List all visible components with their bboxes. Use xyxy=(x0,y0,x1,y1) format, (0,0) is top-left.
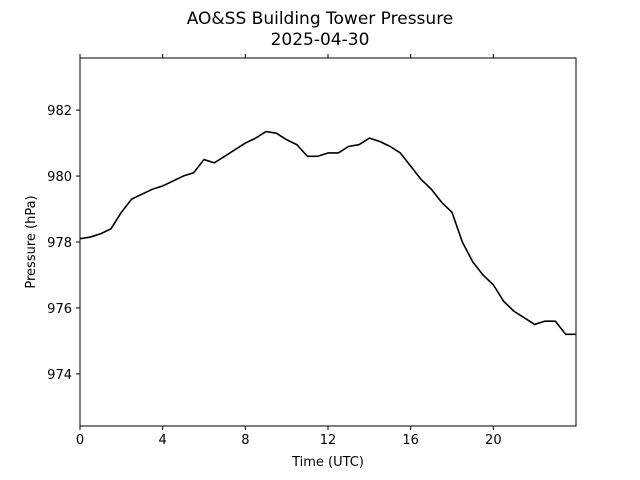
chart-subtitle: 2025-04-30 xyxy=(271,30,370,50)
x-tick-label: 4 xyxy=(159,433,167,448)
plot-frame xyxy=(79,57,577,427)
x-tick-label: 20 xyxy=(485,433,502,448)
x-tick-label: 16 xyxy=(402,433,419,448)
y-tick-label: 974 xyxy=(47,368,72,383)
x-tick-label: 8 xyxy=(241,433,249,448)
y-tick-label: 976 xyxy=(47,302,72,317)
x-tick-label: 12 xyxy=(320,433,337,448)
data-line xyxy=(79,130,576,336)
x-tick-label: 0 xyxy=(76,433,84,448)
y-axis-label: Pressure (hPa) xyxy=(24,195,39,288)
chart-title: AO&SS Building Tower Pressure xyxy=(187,9,454,29)
y-tick-label: 980 xyxy=(47,170,72,185)
y-tick-label: 978 xyxy=(47,236,72,251)
y-tick-label: 982 xyxy=(47,104,72,119)
x-axis-label: Time (UTC) xyxy=(291,455,364,470)
